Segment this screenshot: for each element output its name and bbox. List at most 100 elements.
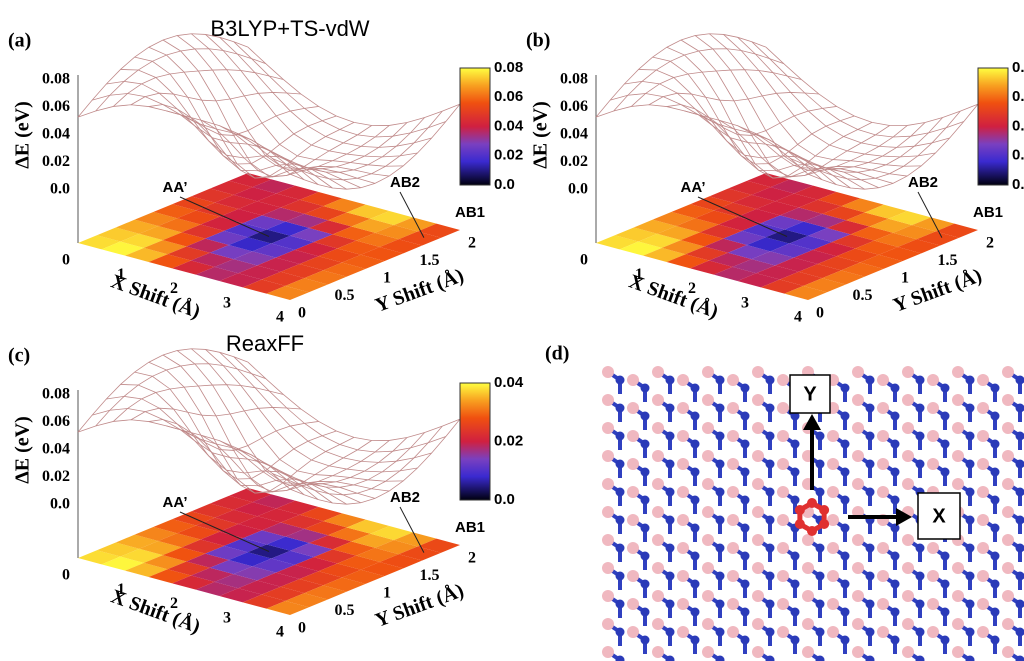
direction-label: X xyxy=(932,505,946,527)
atom-b xyxy=(852,562,864,574)
atom-n xyxy=(890,383,900,393)
heatmap-cell xyxy=(290,543,333,558)
heatmap-cell xyxy=(162,547,206,562)
atom-b xyxy=(1002,562,1014,574)
heatmap-cell xyxy=(614,227,658,242)
heatmap-cell xyxy=(633,219,677,234)
heatmap-cell xyxy=(756,265,799,280)
colorbar-tick-label: 0.0 xyxy=(494,491,515,508)
atom-b xyxy=(777,570,789,582)
atom-n xyxy=(615,487,625,497)
atom-b xyxy=(802,562,814,574)
heatmap-cell xyxy=(304,585,347,600)
atom-b xyxy=(877,374,889,386)
colorbar-tick-label: 0.08 xyxy=(494,59,523,76)
wireframe xyxy=(130,407,302,421)
atom-b xyxy=(677,402,689,414)
atom-b xyxy=(902,450,914,462)
y-tick-label: 1 xyxy=(383,585,391,602)
atom-b xyxy=(902,534,914,546)
heatmap-cell xyxy=(751,187,795,202)
heatmap-cell xyxy=(261,586,305,601)
atom-n xyxy=(715,403,725,413)
atom-b xyxy=(702,590,714,602)
heatmap-cell xyxy=(398,231,442,246)
atom-n xyxy=(615,543,625,553)
heatmap-cell xyxy=(714,202,757,217)
atom-n xyxy=(940,383,950,393)
atom-b xyxy=(902,590,914,602)
heatmap-cell xyxy=(271,235,314,250)
wireframe xyxy=(233,356,446,453)
atom-b xyxy=(602,422,614,434)
z-tick-label: 0.0 xyxy=(50,181,70,198)
atom-b xyxy=(877,430,889,442)
colorbar-tick-label: 0.0 xyxy=(1012,176,1024,193)
heatmap-cell xyxy=(709,188,752,203)
heatmap-cell xyxy=(878,247,922,262)
atom-b xyxy=(977,374,989,386)
atom-b xyxy=(852,646,864,658)
heatmap-cell xyxy=(257,193,300,208)
heatmap-cell xyxy=(841,262,884,277)
heatmap-cell xyxy=(789,235,832,250)
atom-n xyxy=(815,599,825,609)
heatmap-cell xyxy=(775,193,818,208)
heatmap-cell xyxy=(332,226,376,241)
atom-b xyxy=(752,618,764,630)
atom-n xyxy=(740,439,750,449)
heatmap-cell xyxy=(652,211,696,226)
y-tick-label: 1.5 xyxy=(938,252,958,269)
atom-b xyxy=(1002,534,1014,546)
atom-b xyxy=(852,450,864,462)
heatmap-cell xyxy=(252,494,296,509)
atom-n xyxy=(740,635,750,645)
heatmap-cell xyxy=(181,224,225,239)
atom-n xyxy=(690,467,700,477)
heatmap-cell xyxy=(299,192,343,207)
atom-n xyxy=(690,551,700,561)
heatmap-cell xyxy=(148,254,192,269)
atom-n xyxy=(640,411,650,421)
heatmap-cell xyxy=(115,219,159,234)
atom-n xyxy=(690,523,700,533)
atom-b xyxy=(602,618,614,630)
atom-n xyxy=(765,599,775,609)
atom-n xyxy=(990,607,1000,617)
atom-n xyxy=(640,467,650,477)
highlight-atom xyxy=(819,519,830,529)
atom-b xyxy=(752,422,764,434)
heatmap-cell xyxy=(233,251,276,266)
atom-b xyxy=(952,422,964,434)
z-tick-label: 0.0 xyxy=(568,181,588,198)
heatmap-cell xyxy=(210,560,253,575)
wireframe xyxy=(272,110,443,181)
heatmap-cell xyxy=(337,240,380,255)
heatmap-cell xyxy=(229,173,272,188)
atom-b xyxy=(702,646,714,658)
z-tick-label: 0.04 xyxy=(560,126,588,143)
atom-b xyxy=(777,374,789,386)
z-tick-label: 0.08 xyxy=(42,386,70,403)
heatmap-cell xyxy=(266,536,310,551)
heatmap-cell xyxy=(676,218,719,233)
heatmap-cell xyxy=(276,249,319,264)
heatmap-cell xyxy=(846,212,889,227)
atom-b xyxy=(877,458,889,470)
heatmap-cell xyxy=(125,247,168,262)
atom-n xyxy=(715,459,725,469)
direction-box xyxy=(789,374,831,414)
y-tick-label: 1.5 xyxy=(420,252,440,269)
colorbar xyxy=(977,67,1009,186)
atom-n xyxy=(740,467,750,477)
y-tick-label: 2 xyxy=(468,235,476,252)
highlight-atom xyxy=(807,498,817,508)
atom-n xyxy=(715,515,725,525)
atom-b xyxy=(827,626,839,638)
atom-n xyxy=(640,551,650,561)
atom-n xyxy=(890,607,900,617)
heatmap-cell xyxy=(351,533,394,548)
atom-n xyxy=(915,459,925,469)
heatmap-cell xyxy=(243,215,286,230)
